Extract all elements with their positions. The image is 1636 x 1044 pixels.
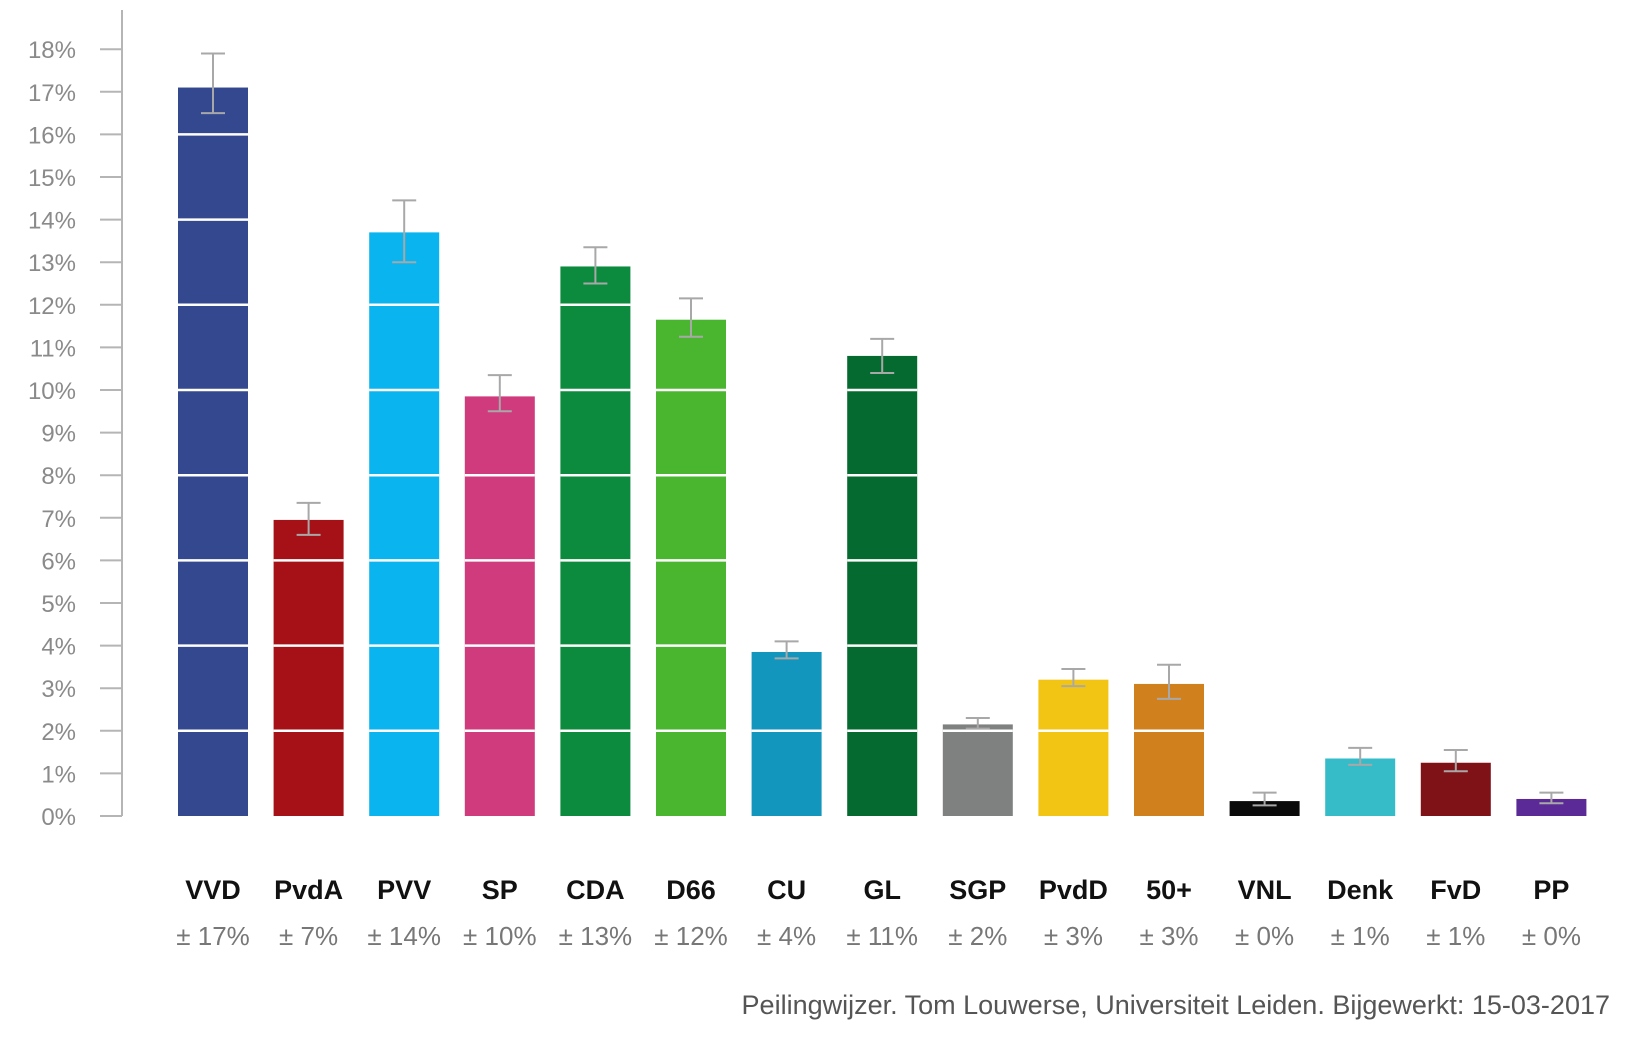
value-label-vnl: ± 0% bbox=[1235, 921, 1294, 951]
value-label-50: ± 3% bbox=[1139, 921, 1198, 951]
value-label-cda: ± 13% bbox=[559, 921, 633, 951]
y-tick-label: 9% bbox=[41, 421, 76, 448]
y-tick-label: 6% bbox=[41, 548, 76, 575]
category-label-pvdd: PvdD bbox=[1039, 875, 1108, 905]
value-label-sp: ± 10% bbox=[463, 921, 537, 951]
value-label-denk: ± 1% bbox=[1331, 921, 1390, 951]
y-tick-label: 16% bbox=[28, 122, 76, 149]
y-tick-label: 4% bbox=[41, 634, 76, 661]
value-label-cu: ± 4% bbox=[757, 921, 816, 951]
y-tick-label: 14% bbox=[28, 208, 76, 235]
source-note: Peilingwijzer. Tom Louwerse, Universitei… bbox=[741, 990, 1610, 1020]
y-tick-label: 0% bbox=[41, 804, 76, 831]
y-tick-label: 7% bbox=[41, 506, 76, 533]
bars bbox=[178, 87, 1587, 817]
y-tick-label: 18% bbox=[28, 37, 76, 64]
bar-pvdd bbox=[1038, 679, 1109, 816]
bar-vnl bbox=[1229, 801, 1300, 816]
value-label-d66: ± 12% bbox=[654, 921, 728, 951]
value-label-gl: ± 11% bbox=[846, 921, 918, 951]
bar-sp bbox=[464, 396, 535, 816]
y-tick-label: 11% bbox=[30, 335, 76, 362]
category-label-cda: CDA bbox=[566, 875, 625, 905]
category-labels: VVD PvdA PVV SP CDA D66 CU GL SGP PvdD 50+ VNL Denk F… bbox=[185, 875, 1569, 905]
bar-pvda bbox=[273, 519, 344, 816]
bar-pvv bbox=[369, 232, 440, 816]
bar-cda bbox=[560, 266, 631, 817]
y-tick-label: 2% bbox=[41, 719, 76, 746]
y-tick-label: 1% bbox=[41, 761, 76, 788]
bar-denk bbox=[1325, 758, 1396, 816]
y-tick-label: 3% bbox=[41, 676, 76, 703]
category-label-sgp: SGP bbox=[949, 875, 1006, 905]
category-label-denk: Denk bbox=[1327, 875, 1394, 905]
category-label-pvv: PVV bbox=[377, 875, 431, 905]
category-label-50: 50+ bbox=[1146, 875, 1192, 905]
y-tick-label: 8% bbox=[41, 463, 76, 490]
bar-cu bbox=[751, 651, 822, 816]
bar-pp bbox=[1516, 798, 1587, 816]
y-tick-label: 12% bbox=[28, 293, 76, 320]
bar-vvd bbox=[178, 87, 248, 817]
value-label-pvdd: ± 3% bbox=[1044, 921, 1103, 951]
bar-d66 bbox=[656, 319, 726, 816]
value-label-pvda: ± 7% bbox=[279, 921, 338, 951]
bar-50 bbox=[1134, 683, 1204, 816]
value-labels: ± 17% ± 7% ± 14% ± 10% ± 13% ± 12% ± 4% ± 11% ± … bbox=[176, 921, 1581, 951]
category-label-gl: GL bbox=[863, 875, 901, 905]
y-tick-label: 15% bbox=[28, 165, 76, 192]
value-label-sgp: ± 2% bbox=[948, 921, 1007, 951]
y-tick-label: 10% bbox=[28, 378, 76, 405]
category-label-pp: PP bbox=[1533, 875, 1569, 905]
category-label-vvd: VVD bbox=[185, 875, 241, 905]
value-label-pvv: ± 14% bbox=[367, 921, 441, 951]
category-label-d66: D66 bbox=[666, 875, 716, 905]
bar-sgp bbox=[942, 724, 1013, 816]
bar-gl bbox=[847, 355, 918, 816]
value-label-vvd: ± 17% bbox=[176, 921, 250, 951]
y-axis: 0% 1% 2% 3% 4% 5% 6% 7% 8% 9% 10% 11% 12% 13% 14% 15% 16… bbox=[28, 10, 123, 831]
value-label-fvd: ± 1% bbox=[1426, 921, 1485, 951]
error-bars bbox=[201, 52, 1564, 807]
category-label-pvda: PvdA bbox=[274, 875, 343, 905]
value-label-pp: ± 0% bbox=[1522, 921, 1581, 951]
category-label-cu: CU bbox=[767, 875, 806, 905]
y-tick-label: 17% bbox=[28, 80, 76, 107]
y-tick-label: 5% bbox=[41, 591, 76, 618]
category-label-vnl: VNL bbox=[1238, 875, 1292, 905]
category-label-fvd: FvD bbox=[1430, 875, 1481, 905]
y-tick-label: 13% bbox=[28, 250, 76, 277]
category-label-sp: SP bbox=[482, 875, 518, 905]
